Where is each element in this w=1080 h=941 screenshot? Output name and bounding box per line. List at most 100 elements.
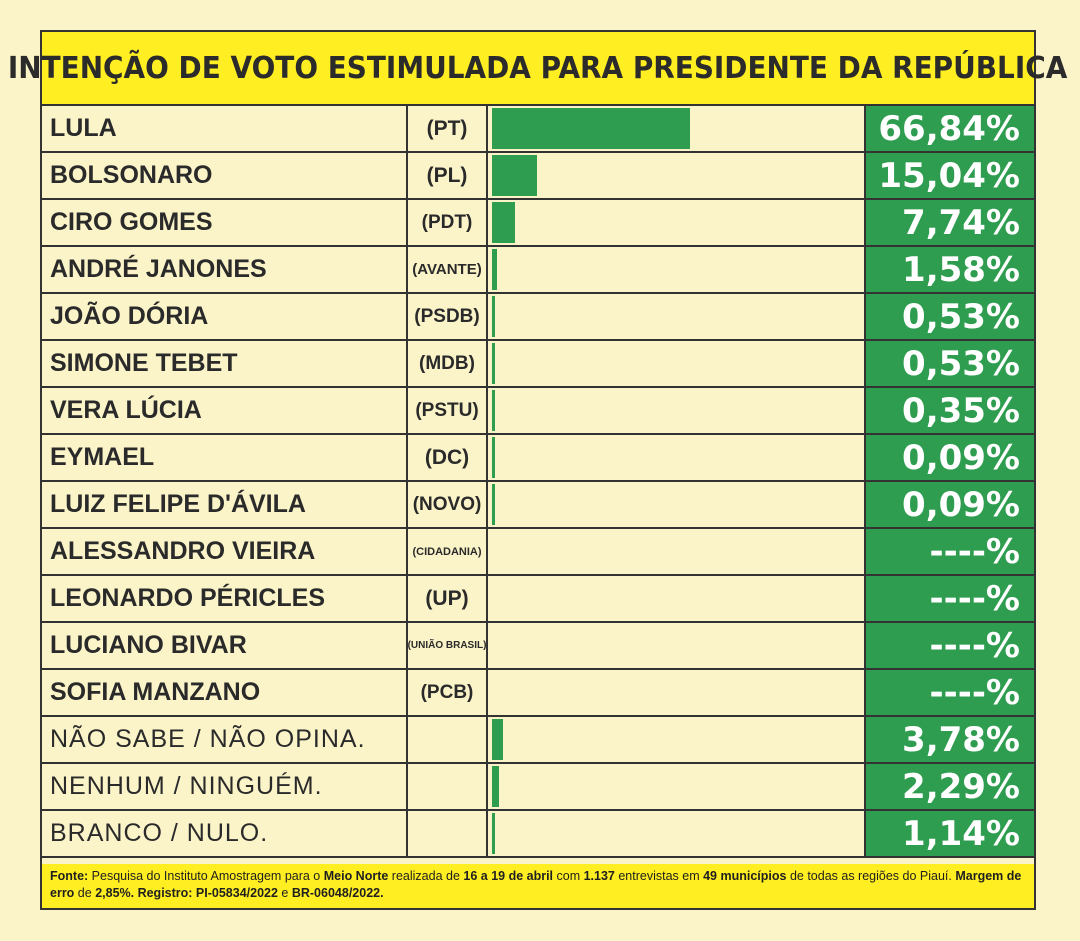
poll-row: ANDRÉ JANONES (AVANTE) 1,58% — [42, 247, 1034, 294]
percent-label: 3,78% — [866, 717, 1034, 762]
footer-text: com — [553, 869, 584, 883]
poll-frame: INTENÇÃO DE VOTO ESTIMULADA PARA PRESIDE… — [8, 30, 1068, 910]
candidate-name: CIRO GOMES — [42, 200, 408, 245]
vote-bar — [492, 202, 515, 243]
percent-label: 7,74% — [866, 200, 1034, 245]
candidate-name: ANDRÉ JANONES — [42, 247, 408, 292]
party-label: (MDB) — [408, 341, 488, 386]
bar-cell — [488, 623, 866, 668]
poll-row: LEONARDO PÉRICLES (UP) ----% — [42, 576, 1034, 623]
vote-bar — [492, 343, 495, 384]
footer-text: entrevistas em — [614, 869, 704, 883]
vote-bar — [492, 813, 496, 854]
footer-bold: BR-06048/2022. — [291, 886, 384, 900]
poll-row: ALESSANDRO VIEIRA (CIDADANIA) ----% — [42, 529, 1034, 576]
footer-text: de todas as regiões do Piauí. — [786, 869, 956, 883]
candidate-name: LUIZ FELIPE D'ÁVILA — [42, 482, 408, 527]
percent-label: 1,58% — [866, 247, 1034, 292]
candidate-name: VERA LÚCIA — [42, 388, 408, 433]
poll-row: EYMAEL (DC) 0,09% — [42, 435, 1034, 482]
candidate-name: EYMAEL — [42, 435, 408, 480]
candidate-name: JOÃO DÓRIA — [42, 294, 408, 339]
percent-label: 66,84% — [866, 106, 1034, 151]
percent-label: ----% — [866, 529, 1034, 574]
source-footer: Fonte: Pesquisa do Instituto Amostragem … — [42, 864, 1034, 908]
chart-title-text: INTENÇÃO DE VOTO ESTIMULADA PARA PRESIDE… — [8, 50, 1068, 86]
bar-cell — [488, 482, 866, 527]
bar-cell — [488, 576, 866, 621]
footer-text: realizada de — [388, 869, 464, 883]
footer-source-label: Fonte: — [50, 869, 89, 883]
party-label: (PDT) — [408, 200, 488, 245]
footer-text: e — [277, 886, 292, 900]
footer-bold: 2,85%. Registro: PI-05834/2022 — [95, 886, 278, 900]
poll-row: SIMONE TEBET (MDB) 0,53% — [42, 341, 1034, 388]
party-label: (UP) — [408, 576, 488, 621]
poll-row: NENHUM / NINGUÉM. 2,29% — [42, 764, 1034, 811]
percent-label: 0,53% — [866, 294, 1034, 339]
percent-label: 0,09% — [866, 482, 1034, 527]
vote-bar — [492, 296, 495, 337]
poll-row: LULA (PT) 66,84% — [42, 106, 1034, 153]
party-label: (PT) — [408, 106, 488, 151]
percent-label: 0,35% — [866, 388, 1034, 433]
bar-cell — [488, 341, 866, 386]
party-label: (AVANTE) — [408, 247, 488, 292]
poll-row: SOFIA MANZANO (PCB) ----% — [42, 670, 1034, 717]
candidate-name: LUCIANO BIVAR — [42, 623, 408, 668]
percent-label: 0,53% — [866, 341, 1034, 386]
vote-bar — [492, 484, 495, 525]
footer-text: Pesquisa do Instituto Amostragem para o — [88, 869, 324, 883]
footer-bold: Margem de erro — [50, 869, 1022, 900]
footer-text: de — [74, 886, 96, 900]
bar-cell — [488, 811, 866, 856]
footer-bold: Meio Norte — [323, 869, 389, 883]
candidate-name: ALESSANDRO VIEIRA — [42, 529, 408, 574]
party-label — [408, 764, 488, 809]
vote-bar — [492, 766, 499, 807]
bar-cell — [488, 294, 866, 339]
party-label: (UNIÃO BRASIL) — [408, 623, 488, 668]
bar-cell — [488, 764, 866, 809]
chart-title: INTENÇÃO DE VOTO ESTIMULADA PARA PRESIDE… — [8, 32, 1068, 106]
bar-cell — [488, 200, 866, 245]
bar-cell — [488, 106, 866, 151]
poll-row: LUCIANO BIVAR (UNIÃO BRASIL) ----% — [42, 623, 1034, 670]
poll-row: JOÃO DÓRIA (PSDB) 0,53% — [42, 294, 1034, 341]
bar-cell — [488, 529, 866, 574]
bar-cell — [488, 388, 866, 433]
candidate-name: BRANCO / NULO. — [42, 811, 408, 856]
candidate-name: SOFIA MANZANO — [42, 670, 408, 715]
percent-label: ----% — [866, 576, 1034, 621]
party-label — [408, 717, 488, 762]
vote-bar — [492, 437, 495, 478]
vote-bar — [492, 108, 690, 149]
bar-cell — [488, 153, 866, 198]
vote-bar — [492, 390, 495, 431]
poll-row: VERA LÚCIA (PSTU) 0,35% — [42, 388, 1034, 435]
percent-label: ----% — [866, 670, 1034, 715]
footer-bold: 1.137 — [583, 869, 615, 883]
footer-bold: 16 a 19 de abril — [463, 869, 554, 883]
percent-label: ----% — [866, 623, 1034, 668]
candidate-name: BOLSONARO — [42, 153, 408, 198]
bar-cell — [488, 670, 866, 715]
poll-row: LUIZ FELIPE D'ÁVILA (NOVO) 0,09% — [42, 482, 1034, 529]
party-label: (PSDB) — [408, 294, 488, 339]
party-label: (DC) — [408, 435, 488, 480]
percent-label: 1,14% — [866, 811, 1034, 856]
poll-row: BRANCO / NULO. 1,14% — [42, 811, 1034, 858]
candidate-name: SIMONE TEBET — [42, 341, 408, 386]
percent-label: 2,29% — [866, 764, 1034, 809]
candidate-name: NENHUM / NINGUÉM. — [42, 764, 408, 809]
candidate-name: LULA — [42, 106, 408, 151]
vote-bar — [492, 719, 504, 760]
bar-cell — [488, 717, 866, 762]
bar-cell — [488, 435, 866, 480]
poll-row: NÃO SABE / NÃO OPINA. 3,78% — [42, 717, 1034, 764]
candidate-name: NÃO SABE / NÃO OPINA. — [42, 717, 408, 762]
percent-label: 0,09% — [866, 435, 1034, 480]
bar-cell — [488, 247, 866, 292]
party-label: (PL) — [408, 153, 488, 198]
party-label: (CIDADANIA) — [408, 529, 488, 574]
